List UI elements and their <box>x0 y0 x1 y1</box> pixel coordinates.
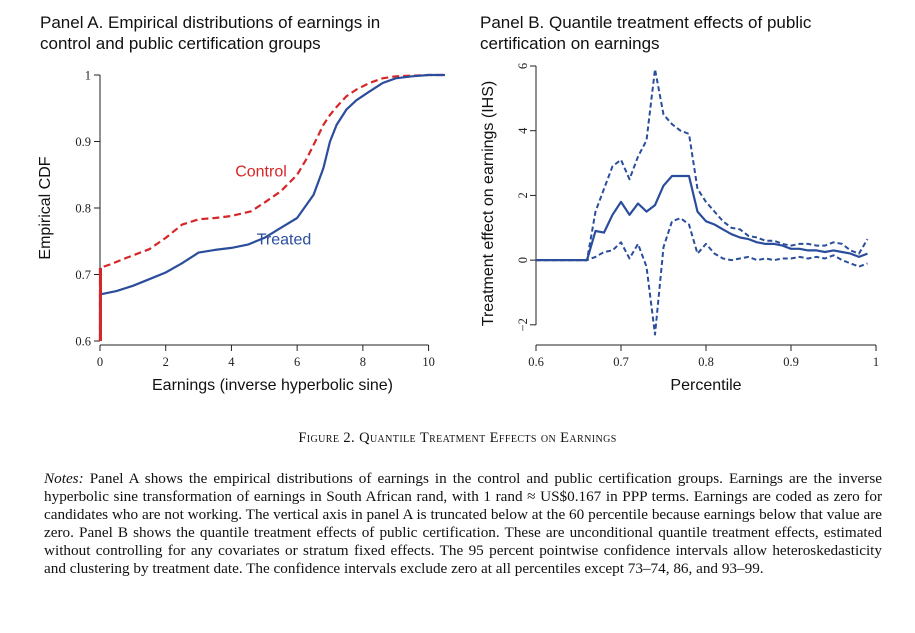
y-tick-label: 0.9 <box>75 135 91 149</box>
y-tick-label: 1 <box>85 69 91 83</box>
y-tick-label: 0 <box>516 257 530 263</box>
x-axis-label: Earnings (inverse hyperbolic sine) <box>152 377 393 394</box>
x-tick-label: 0.6 <box>528 355 544 369</box>
series-line-control <box>98 73 445 341</box>
x-tick-label: 0.8 <box>698 355 714 369</box>
x-tick-label: 4 <box>228 355 235 369</box>
annotation-control: Control <box>235 164 287 181</box>
qte-lower-ci-line <box>536 217 868 336</box>
series-line-treated <box>98 73 445 341</box>
x-tick-label: 1 <box>873 355 879 369</box>
y-tick-label: 0.7 <box>75 268 91 282</box>
y-axis-label: Empirical CDF <box>37 156 54 259</box>
panel-b-title: Panel B. Quantile treatment effects of p… <box>480 13 812 53</box>
qte-estimate-line <box>536 174 868 262</box>
figure-notes: Notes: Panel A shows the empirical distr… <box>44 470 882 577</box>
notes-body: Panel A shows the empirical distribution… <box>44 470 882 577</box>
x-tick-label: 6 <box>294 355 300 369</box>
y-axis-label: Treatment effect on earnings (IHS) <box>480 81 497 326</box>
y-tick-label: 0.8 <box>75 202 91 216</box>
y-tick-label: 2 <box>516 192 530 198</box>
qte-upper-ci-line <box>536 68 869 262</box>
x-axis-label: Percentile <box>670 377 741 394</box>
figure-caption: Figure 2. Quantile Treatment Effects on … <box>298 430 617 446</box>
x-tick-label: 0.7 <box>613 355 629 369</box>
panel-a-title: Panel A. Empirical distributions of earn… <box>40 13 381 53</box>
x-tick-label: 10 <box>422 355 435 369</box>
y-tick-label: 0.6 <box>75 335 91 349</box>
y-tick-label: −2 <box>516 318 530 331</box>
notes-lead: Notes: <box>44 470 84 487</box>
x-tick-label: 0 <box>97 355 103 369</box>
x-tick-label: 0.9 <box>783 355 799 369</box>
y-tick-label: 4 <box>516 127 530 134</box>
x-tick-label: 2 <box>163 355 169 369</box>
x-tick-label: 8 <box>360 355 366 369</box>
y-tick-label: 6 <box>516 63 530 69</box>
annotation-treated: Treated <box>257 232 312 249</box>
